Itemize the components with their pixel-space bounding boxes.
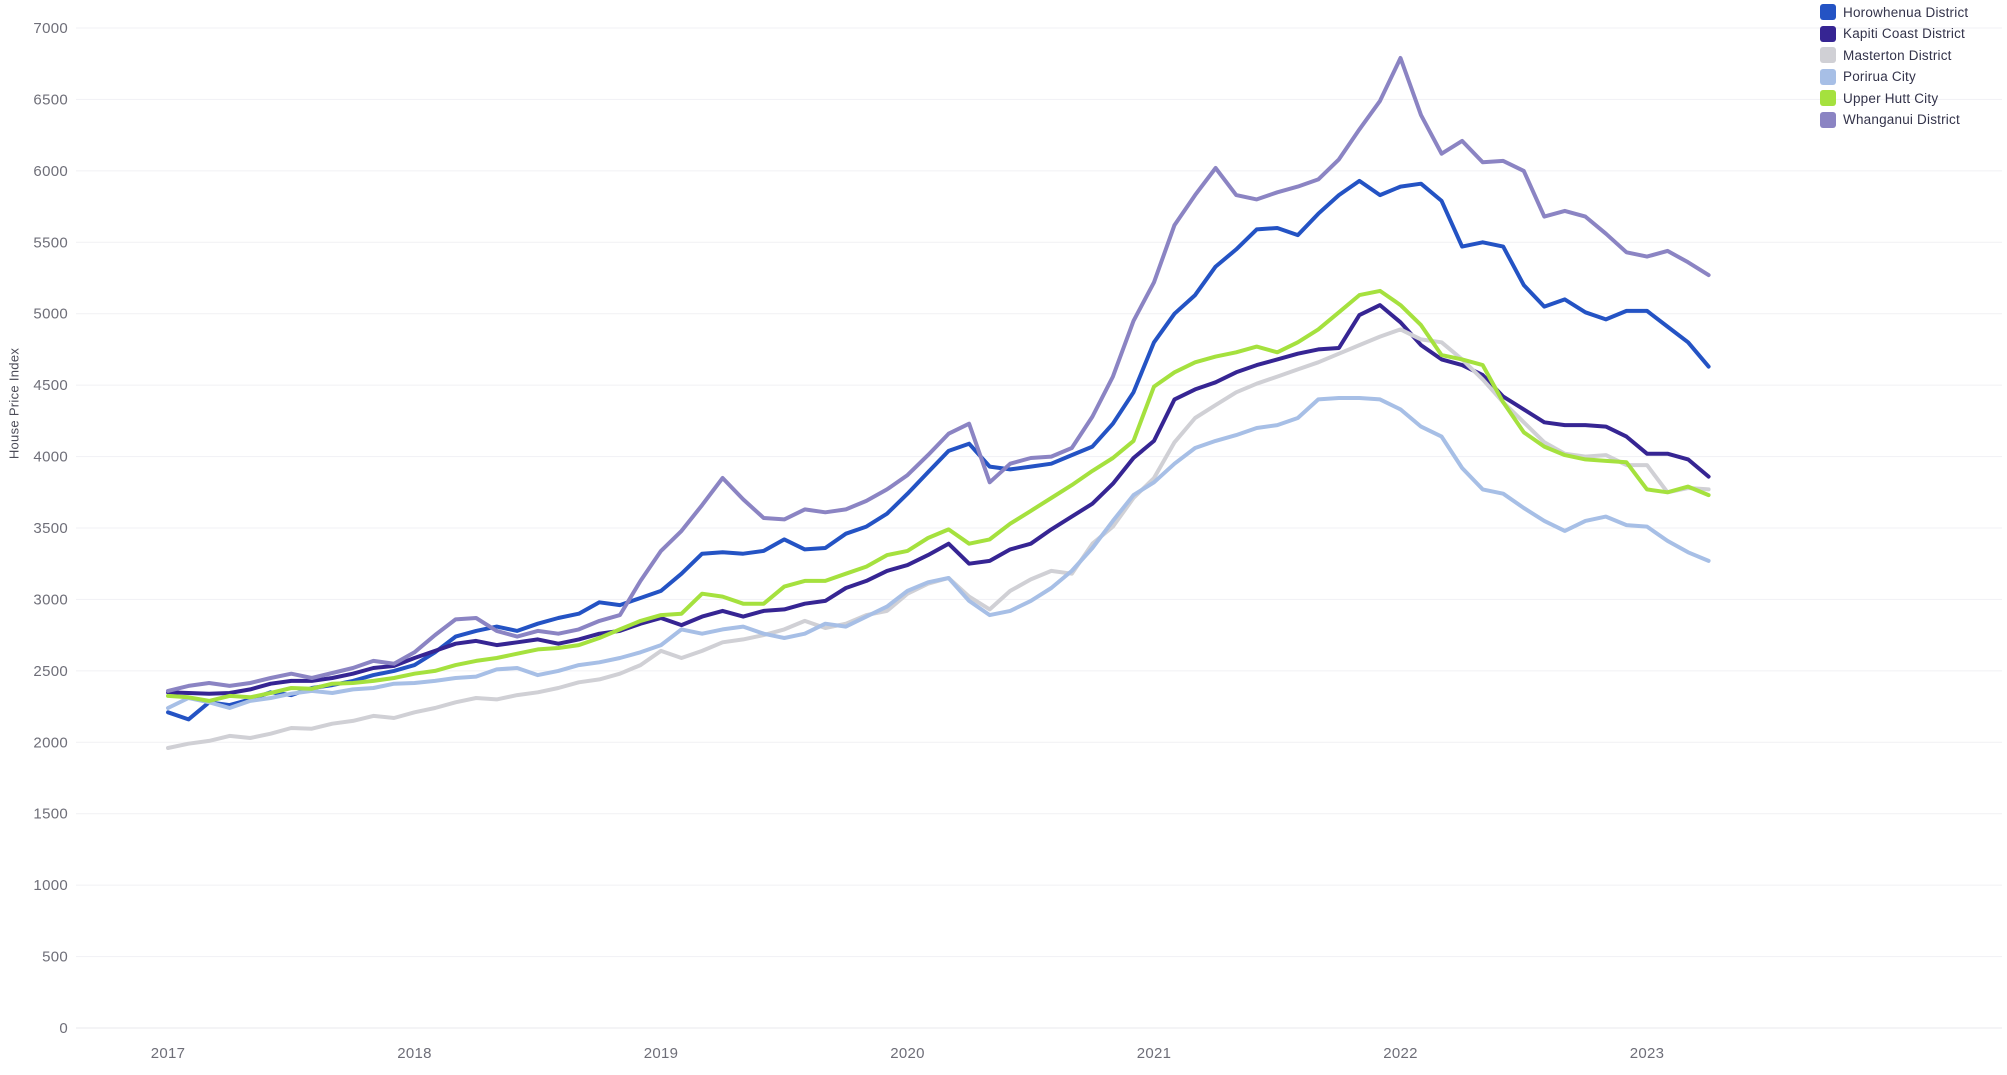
x-tick-label-2023: 2023 bbox=[1630, 1045, 1665, 1062]
x-tick-label-2018: 2018 bbox=[397, 1045, 432, 1062]
y-tick-label-6500: 6500 bbox=[33, 91, 68, 108]
legend-swatch-upper-hutt bbox=[1820, 90, 1836, 106]
x-tick-label-2019: 2019 bbox=[644, 1045, 679, 1062]
legend-swatch-porirua bbox=[1820, 68, 1836, 85]
series-line-porirua-city bbox=[166, 396, 1711, 710]
legend-label: Kapiti Coast District bbox=[1843, 26, 1965, 41]
y-tick-label-4000: 4000 bbox=[33, 449, 68, 466]
legend-item-masterton-district[interactable]: Masterton District bbox=[1820, 47, 1968, 63]
y-tick-label-3500: 3500 bbox=[33, 520, 68, 537]
y-tick-label-500: 500 bbox=[42, 949, 68, 966]
series-line-whanganui-district bbox=[166, 56, 1711, 693]
x-tick-label-2022: 2022 bbox=[1383, 1045, 1418, 1062]
y-tick-label-3000: 3000 bbox=[33, 591, 68, 608]
legend-swatch-horowhenua bbox=[1820, 4, 1836, 20]
y-tick-label-6000: 6000 bbox=[33, 163, 68, 180]
legend-label: Porirua City bbox=[1843, 69, 1916, 84]
y-tick-label-0: 0 bbox=[59, 1020, 68, 1037]
legend-label: Whanganui District bbox=[1843, 112, 1960, 127]
series-line-kapiti-coast-district bbox=[166, 303, 1711, 696]
legend-swatch-whanganui bbox=[1820, 111, 1836, 128]
y-tick-label-2500: 2500 bbox=[33, 663, 68, 680]
legend-item-upper-hutt-city[interactable]: Upper Hutt City bbox=[1820, 90, 1968, 106]
legend: Horowhenua District Kapiti Coast Distric… bbox=[1820, 4, 1968, 128]
x-tick-label-2017: 2017 bbox=[151, 1045, 186, 1062]
legend-swatch-kapiti-coast bbox=[1820, 25, 1836, 42]
y-tick-label-4500: 4500 bbox=[33, 377, 68, 394]
x-tick-label-2020: 2020 bbox=[890, 1045, 925, 1062]
y-tick-label-5000: 5000 bbox=[33, 306, 68, 323]
legend-label: Horowhenua District bbox=[1843, 4, 1969, 20]
x-tick-label-2021: 2021 bbox=[1137, 1045, 1172, 1062]
series-line-upper-hutt-city bbox=[166, 288, 1711, 703]
series-line-horowhenua-district bbox=[166, 178, 1711, 722]
legend-swatch-masterton bbox=[1820, 47, 1836, 63]
y-tick-label-7000: 7000 bbox=[33, 20, 68, 37]
legend-item-kapiti-coast-district[interactable]: Kapiti Coast District bbox=[1820, 25, 1968, 42]
y-tick-label-2000: 2000 bbox=[33, 734, 68, 751]
y-tick-label-1500: 1500 bbox=[33, 806, 68, 823]
y-tick-label-5500: 5500 bbox=[33, 234, 68, 251]
y-tick-label-1000: 1000 bbox=[33, 877, 68, 894]
legend-item-whanganui-district[interactable]: Whanganui District bbox=[1820, 111, 1968, 128]
legend-label: Masterton District bbox=[1843, 47, 1952, 63]
legend-item-horowhenua-district[interactable]: Horowhenua District bbox=[1820, 4, 1968, 20]
legend-label: Upper Hutt City bbox=[1843, 90, 1939, 106]
legend-item-porirua-city[interactable]: Porirua City bbox=[1820, 68, 1968, 85]
